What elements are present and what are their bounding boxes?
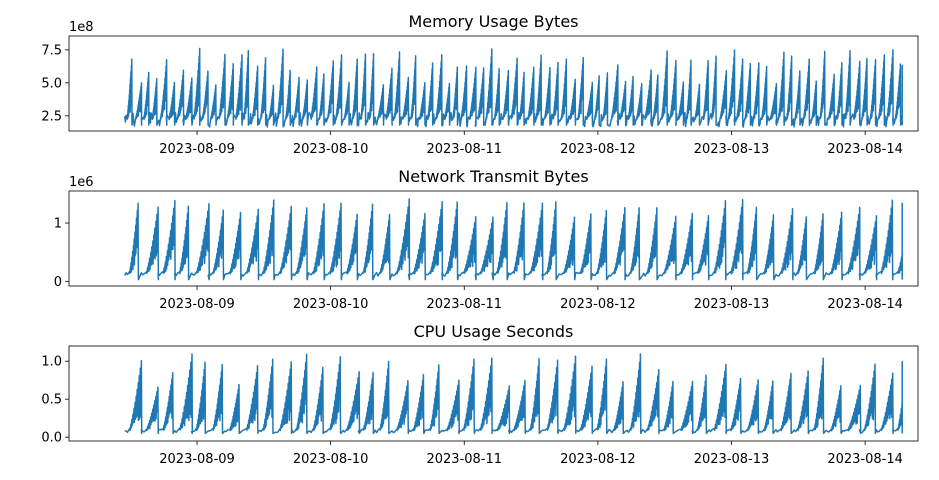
chart-title: Network Transmit Bytes (398, 167, 588, 186)
y-tick-label: 0.5 (41, 393, 62, 408)
x-tick-label: 2023-08-09 (159, 452, 235, 467)
chart-panel-1: Memory Usage Bytes 1e8 2.5 5.0 7.5 2023-08-09… (41, 12, 919, 157)
x-tick-label: 2023-08-13 (694, 142, 770, 157)
chart-title: CPU Usage Seconds (414, 322, 574, 341)
x-tick-label: 2023-08-14 (827, 452, 903, 467)
x-tick-label: 2023-08-11 (426, 452, 502, 467)
x-tick-label: 2023-08-10 (293, 142, 369, 157)
y-tick-label: 1.0 (41, 355, 62, 370)
x-tick-label: 2023-08-14 (827, 297, 903, 312)
y-tick-label: 0 (54, 275, 62, 290)
y-tick-label: 0.0 (41, 431, 62, 446)
axes-frame (68, 345, 919, 442)
x-tick-label: 2023-08-12 (560, 297, 636, 312)
axes-frame (68, 35, 919, 132)
chart-title: Memory Usage Bytes (409, 12, 579, 31)
x-tick-label: 2023-08-13 (694, 297, 770, 312)
x-tick-label: 2023-08-09 (159, 297, 235, 312)
x-tick-label: 2023-08-12 (560, 142, 636, 157)
x-tick-label: 2023-08-14 (827, 142, 903, 157)
chart-panel-3: CPU Usage Seconds 0.0 0.5 1.0 2023-08-09 2023… (41, 322, 919, 467)
y-tick-label: 7.5 (41, 43, 62, 58)
axis-offset-label: 1e8 (69, 20, 94, 35)
axes-frame (68, 190, 919, 287)
y-tick-label: 2.5 (41, 109, 62, 124)
series-line (124, 198, 903, 281)
x-tick-label: 2023-08-11 (426, 142, 502, 157)
x-tick-label: 2023-08-10 (293, 297, 369, 312)
y-tick-label: 5.0 (41, 76, 62, 91)
series-line (124, 353, 903, 435)
x-tick-label: 2023-08-09 (159, 142, 235, 157)
x-tick-label: 2023-08-10 (293, 452, 369, 467)
axis-offset-label: 1e6 (69, 175, 94, 190)
x-tick-label: 2023-08-12 (560, 452, 636, 467)
x-tick-label: 2023-08-11 (426, 297, 502, 312)
x-tick-label: 2023-08-13 (694, 452, 770, 467)
series-line (123, 47, 903, 128)
y-tick-label: 1 (54, 217, 62, 232)
chart-panel-2: Network Transmit Bytes 1e6 0 1 2023-08-09 202… (54, 167, 919, 312)
